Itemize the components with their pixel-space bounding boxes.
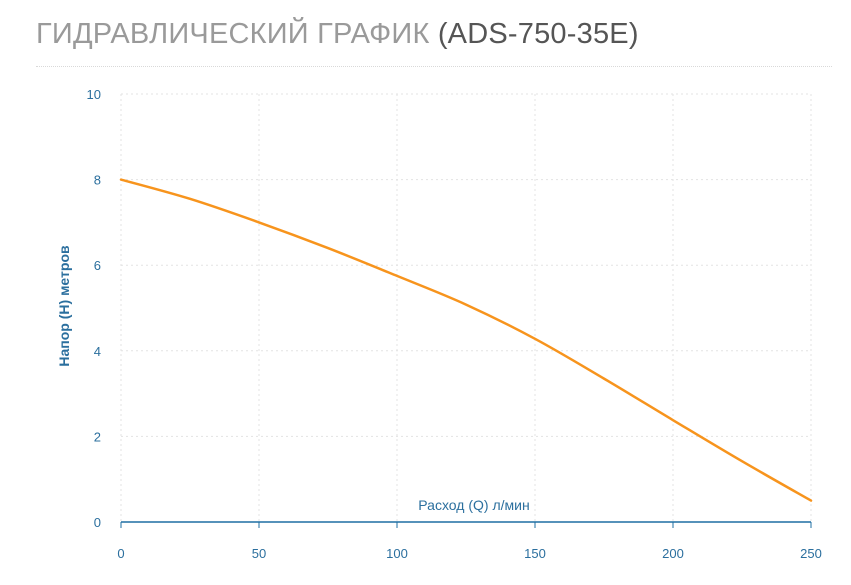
series-line <box>119 178 813 502</box>
x-axis-label: Расход (Q) л/мин <box>418 497 529 513</box>
page-title: ГИДРАВЛИЧЕСКИЙ ГРАФИК (ADS-750-35E) <box>36 18 639 51</box>
x-tick-label: 150 <box>524 546 546 561</box>
chart-title-main: ГИДРАВЛИЧЕСКИЙ ГРАФИК <box>36 18 430 50</box>
x-tick-label: 200 <box>662 546 684 561</box>
y-tick-label: 6 <box>94 258 101 273</box>
chart-title-model: (ADS-750-35E) <box>437 18 639 50</box>
y-tick-label: 4 <box>94 344 101 359</box>
y-tick-label: 10 <box>87 87 101 102</box>
x-tick-label: 50 <box>252 546 266 561</box>
title-divider <box>36 66 832 67</box>
x-tick-label: 0 <box>117 546 124 561</box>
y-tick-label: 2 <box>94 429 101 444</box>
y-tick-label: 8 <box>94 173 101 188</box>
y-tick-label: 0 <box>94 515 101 530</box>
x-tick-label: 250 <box>800 546 822 561</box>
y-axis-label: Напор (Н) метров <box>56 245 72 367</box>
x-tick-label: 100 <box>386 546 408 561</box>
